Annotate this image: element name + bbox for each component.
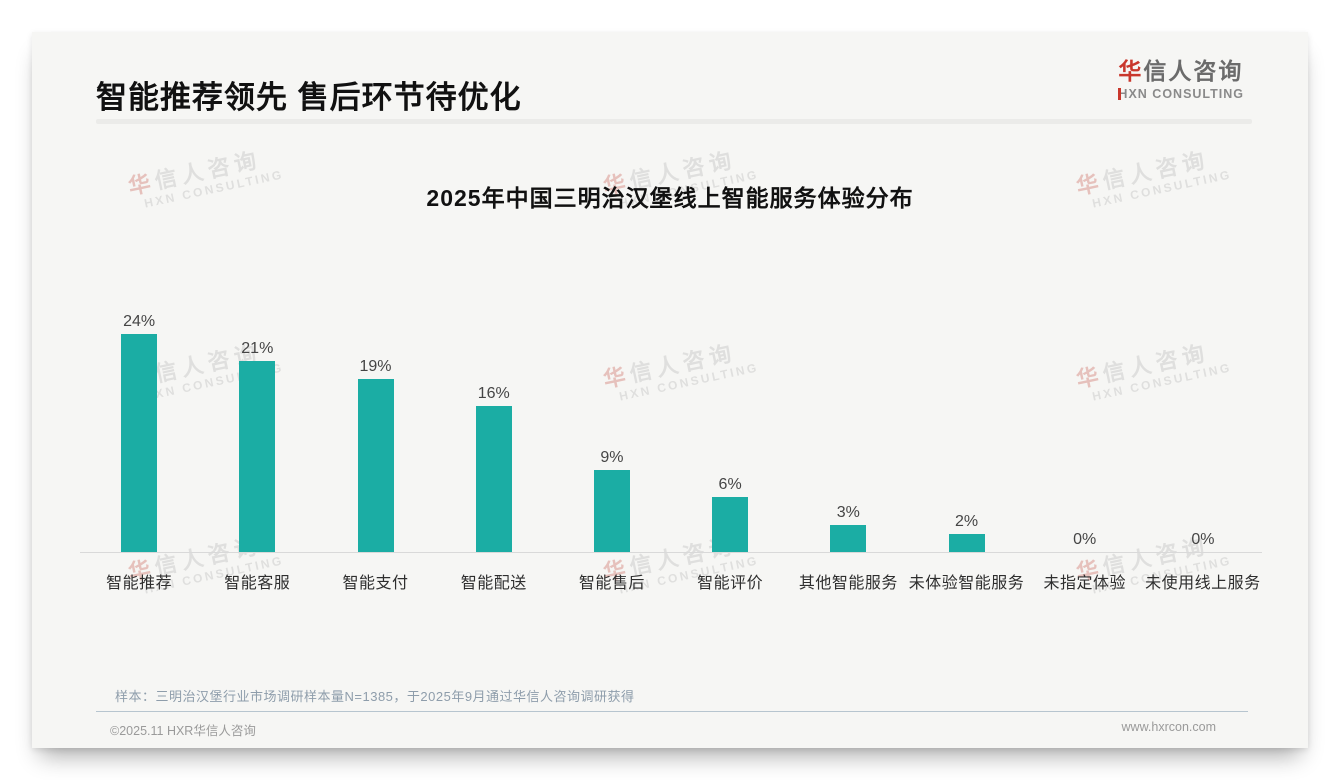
bar xyxy=(239,360,276,552)
page-title: 智能推荐领先 售后环节待优化 xyxy=(96,80,522,115)
category-label: 智能配送 xyxy=(460,575,527,592)
bar-value-label: 21% xyxy=(241,339,274,357)
category-label: 智能售后 xyxy=(578,575,645,592)
copyright-text: ©2025.11 HXR华信人咨询 xyxy=(110,724,256,738)
footer-divider xyxy=(96,711,1248,712)
bar xyxy=(593,470,630,552)
bar-column: 0% xyxy=(1026,300,1144,552)
bar-column: 3% xyxy=(789,300,907,552)
bar-column: 0% xyxy=(1144,300,1262,552)
bar-value-label: 9% xyxy=(600,449,624,467)
chart-title: 2025年中国三明治汉堡线上智能服务体验分布 xyxy=(426,185,914,211)
bar-chart: 24% 21% 19% 16% 9% 6% 3% 2% 0% 0% xyxy=(80,300,1262,553)
bar-column: 24% xyxy=(80,300,198,552)
bar xyxy=(121,333,158,552)
bar xyxy=(830,524,867,552)
bar xyxy=(357,379,394,552)
bar-column: 6% xyxy=(671,300,789,552)
bar-value-label: 24% xyxy=(123,312,156,330)
bar-column: 21% xyxy=(198,300,316,552)
category-label: 未指定体验 xyxy=(1043,575,1126,592)
bar-column: 2% xyxy=(907,300,1025,552)
category-label: 智能支付 xyxy=(342,575,409,592)
bar-value-label: 3% xyxy=(836,503,860,521)
bar-value-label: 6% xyxy=(718,476,742,494)
bar xyxy=(475,406,512,552)
website-text: www.hxrcon.com xyxy=(1121,720,1216,734)
sample-note: 样本：三明治汉堡行业市场调研样本量N=1385，于2025年9月通过华信人咨询调… xyxy=(115,689,635,704)
bar-column: 9% xyxy=(553,300,671,552)
bar-column: 19% xyxy=(316,300,434,552)
category-label: 智能客服 xyxy=(224,575,291,592)
category-label: 智能推荐 xyxy=(106,575,173,592)
category-label: 未使用线上服务 xyxy=(1145,575,1261,592)
bar xyxy=(948,533,985,552)
category-label: 智能评价 xyxy=(697,575,764,592)
logo-cn-text: 华信人咨询 xyxy=(1118,58,1244,84)
bar-value-label: 0% xyxy=(1073,531,1097,548)
company-logo: 华信人咨询 HXN CONSULTING xyxy=(1118,58,1244,101)
category-label: 其他智能服务 xyxy=(798,575,898,592)
logo-en-text: HXN CONSULTING xyxy=(1118,86,1244,101)
bar-value-label: 19% xyxy=(359,358,392,376)
bar-value-label: 0% xyxy=(1191,531,1215,548)
bar-value-label: 2% xyxy=(954,512,979,530)
header-divider xyxy=(96,119,1252,124)
category-label: 未体验智能服务 xyxy=(908,575,1025,592)
bar xyxy=(712,497,749,552)
bar-value-label: 16% xyxy=(477,385,510,403)
x-axis-category-row: 智能推荐 智能客服 智能支付 智能配送 智能售后 智能评价 其他智能服务 未体验智能服务 未指定… xyxy=(80,553,1262,593)
bar-column: 16% xyxy=(435,300,553,552)
report-slide-card: 华信人咨询 HXN CONSULTING 华信人咨询 HXN CONSULTING 华信… xyxy=(32,32,1308,748)
